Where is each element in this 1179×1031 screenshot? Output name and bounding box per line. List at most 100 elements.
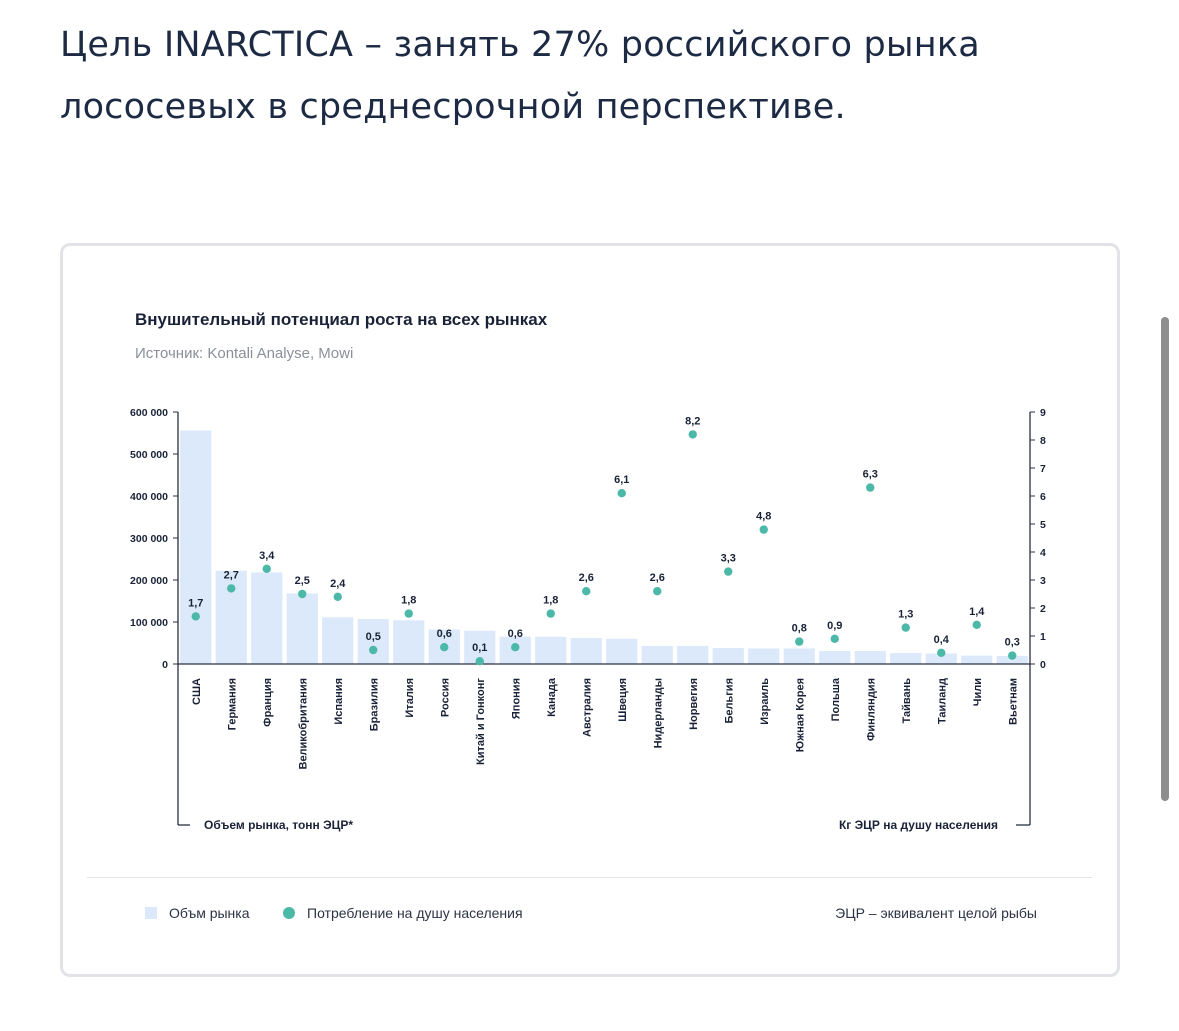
per-capita-label: 2,6 [579, 572, 594, 584]
per-capita-dot [653, 587, 662, 596]
market-bar [535, 636, 567, 664]
per-capita-label: 6,1 [614, 474, 629, 486]
legend-bar-label: Объм рынка [169, 905, 250, 921]
legend-dot-swatch [283, 907, 295, 919]
per-capita-dot [298, 589, 307, 599]
left-tick-label: 200 000 [130, 575, 168, 587]
category-label: Тайвань [901, 678, 913, 724]
per-capita-label: 0,3 [1005, 637, 1020, 649]
per-capita-dot [333, 592, 342, 601]
market-bar [570, 637, 602, 664]
per-capita-label: 3,4 [259, 550, 275, 562]
per-capita-dot [617, 489, 626, 498]
category-label: Норвегия [688, 678, 700, 730]
per-capita-label: 2,7 [224, 569, 239, 581]
right-tick-label: 6 [1040, 491, 1046, 503]
per-capita-label: 0,5 [366, 631, 381, 643]
per-capita-label: 0,8 [792, 623, 807, 635]
category-label: Великобритания [297, 678, 309, 770]
market-bar [712, 648, 744, 664]
per-capita-dot [369, 645, 378, 655]
per-capita-label: 0,1 [472, 642, 487, 654]
right-tick-label: 0 [1040, 659, 1046, 671]
per-capita-label: 0,4 [934, 634, 950, 646]
legend-bar-swatch [145, 907, 157, 919]
right-tick-label: 8 [1040, 435, 1046, 447]
per-capita-label: 1,8 [543, 595, 558, 607]
left-tick-label: 600 000 [130, 407, 168, 419]
category-label: Таиланд [936, 678, 948, 724]
page-scrollbar[interactable] [1161, 317, 1169, 801]
right-tick-label: 7 [1040, 463, 1046, 475]
market-bar [322, 617, 354, 664]
per-capita-dot [404, 609, 413, 618]
left-tick-label: 0 [162, 659, 168, 671]
left-tick-label: 300 000 [130, 533, 168, 545]
left-tick-label: 400 000 [130, 491, 168, 503]
per-capita-label: 0,6 [437, 628, 452, 640]
per-capita-label: 2,5 [295, 575, 310, 587]
legend-divider [87, 877, 1092, 878]
per-capita-label: 6,3 [863, 469, 878, 481]
left-axis-title: Объем рынка, тонн ЭЦР* [204, 818, 353, 832]
category-label: Бразилия [368, 678, 380, 731]
market-bar [286, 593, 318, 664]
per-capita-dot [1008, 651, 1017, 660]
category-label: США [191, 678, 203, 705]
category-label: Италия [404, 678, 416, 718]
right-tick-label: 1 [1040, 631, 1046, 643]
per-capita-dot [582, 587, 591, 596]
category-label: Чили [972, 678, 984, 706]
chart-card: Внушительный потенциал роста на всех рын… [60, 243, 1120, 977]
page-heading: Цель INARCTICA – занять 27% российского … [60, 25, 980, 127]
market-bar [677, 645, 709, 664]
per-capita-label: 1,3 [898, 609, 913, 621]
per-capita-label: 2,6 [650, 572, 665, 584]
category-label: Германия [226, 678, 238, 730]
per-capita-label: 0,9 [827, 620, 842, 632]
left-tick-label: 500 000 [130, 449, 168, 461]
category-label: Вьетнам [1007, 678, 1019, 725]
right-tick-label: 4 [1040, 547, 1046, 559]
per-capita-dot [937, 648, 946, 657]
category-label: Польша [830, 677, 842, 721]
per-capita-dot [440, 643, 449, 652]
category-label: Россия [439, 678, 451, 717]
per-capita-dot [759, 525, 768, 534]
per-capita-label: 1,4 [969, 606, 985, 618]
right-tick-label: 3 [1040, 575, 1046, 587]
category-label: Бельгия [723, 678, 735, 724]
market-bar [996, 656, 1028, 664]
market-bar [925, 653, 957, 664]
per-capita-dot [511, 643, 520, 652]
category-label: Нидерланды [652, 678, 664, 748]
per-capita-dot [688, 430, 697, 439]
market-bar [251, 572, 283, 664]
category-label: Швеция [617, 678, 629, 722]
category-label: Финляндия [865, 678, 877, 741]
per-capita-dot [262, 564, 271, 573]
per-capita-label: 4,8 [756, 511, 771, 523]
right-tick-label: 9 [1040, 407, 1046, 419]
chart-title: Внушительный потенциал роста на всех рын… [135, 310, 548, 329]
market-bar [748, 648, 780, 664]
market-bar [854, 650, 886, 664]
right-tick-label: 2 [1040, 603, 1046, 615]
market-bar [606, 638, 638, 664]
per-capita-dot [972, 620, 981, 629]
per-capita-label: 1,7 [188, 597, 203, 609]
category-label: Южная Корея [794, 678, 806, 752]
per-capita-dot [795, 637, 804, 646]
per-capita-dot [724, 567, 733, 576]
category-label: Китай и Гонконг [475, 678, 487, 765]
market-bar [890, 653, 922, 664]
market-bar [357, 619, 389, 664]
market-bar [819, 650, 851, 664]
legend-market-volume: Объм рынка [145, 905, 250, 921]
footnote: ЭЦР – эквивалент целой рыбы [835, 905, 1037, 921]
per-capita-dot [191, 612, 200, 621]
category-label: Япония [510, 678, 522, 719]
per-capita-dot [901, 623, 910, 632]
per-capita-dot [866, 483, 875, 492]
per-capita-dot [475, 657, 484, 666]
